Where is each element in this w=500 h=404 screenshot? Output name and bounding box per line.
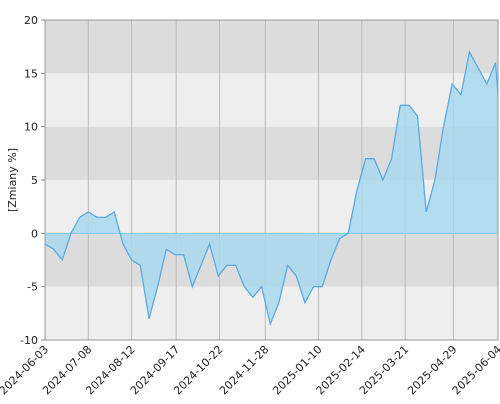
- y-tick-label: -5: [27, 281, 38, 294]
- y-tick-label: 5: [31, 174, 38, 187]
- area: [45, 52, 498, 324]
- y-tick-label: 20: [24, 14, 38, 27]
- line: [44, 50, 499, 327]
- y-tick-label: 0: [31, 227, 38, 240]
- band: [45, 73, 498, 127]
- plot-frame: [44, 19, 499, 341]
- y-tick-label: 10: [24, 121, 38, 134]
- y-tick-label: 15: [24, 67, 38, 80]
- band: [45, 126, 498, 180]
- band: [45, 20, 498, 74]
- y-axis-label: [Zmiany %]: [6, 148, 19, 212]
- x-tick-label: 2024-11-28: [217, 343, 271, 397]
- y-tick-label: -10: [20, 334, 38, 347]
